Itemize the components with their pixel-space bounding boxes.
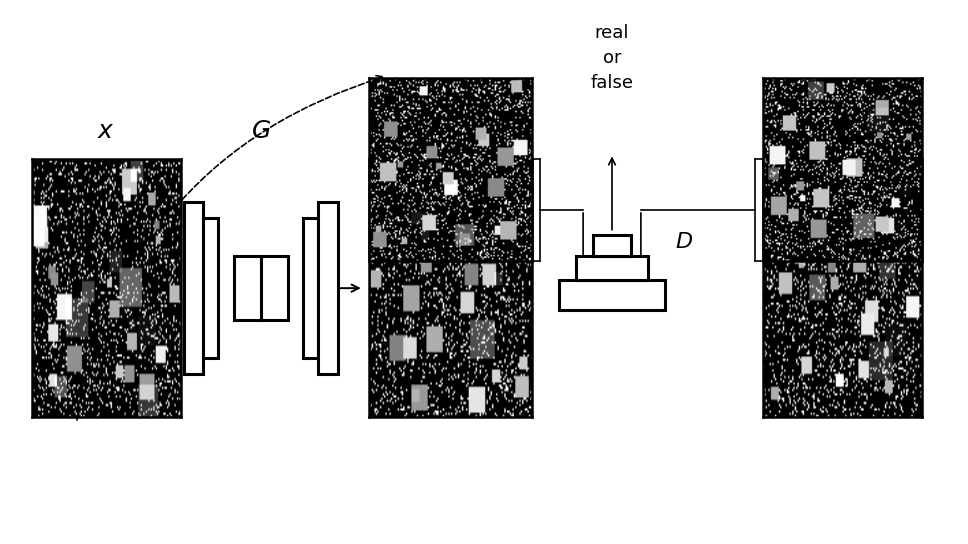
Bar xyxy=(184,202,203,374)
Text: $x$: $x$ xyxy=(833,283,851,306)
Text: real
or
false: real or false xyxy=(590,24,633,92)
Bar xyxy=(260,256,287,320)
Bar xyxy=(318,202,338,374)
Text: $x$: $x$ xyxy=(441,283,459,306)
Text: $G$: $G$ xyxy=(251,120,271,143)
Bar xyxy=(576,256,648,280)
Text: $G(x)$: $G(x)$ xyxy=(426,120,474,143)
Bar xyxy=(303,218,318,358)
Bar xyxy=(233,256,260,320)
Bar xyxy=(203,218,219,358)
Text: $x$: $x$ xyxy=(98,120,115,143)
Text: $D$: $D$ xyxy=(675,231,693,253)
Bar xyxy=(560,280,665,310)
Text: $y$: $y$ xyxy=(833,120,852,143)
Bar xyxy=(592,236,631,256)
